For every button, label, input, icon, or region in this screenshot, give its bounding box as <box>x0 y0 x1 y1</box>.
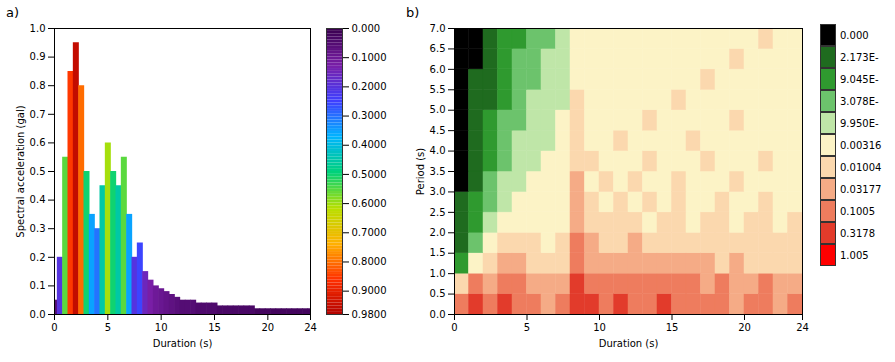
html-text:0.00316: 0.00316 <box>840 139 882 151</box>
html-text:a): a) <box>6 5 19 20</box>
svg-text:0.4: 0.4 <box>30 194 46 205</box>
svg-text:0.0: 0.0 <box>430 309 446 320</box>
svg-text:0.2000: 0.2000 <box>352 81 387 92</box>
svg-text:1.5: 1.5 <box>430 247 446 258</box>
svg-text:0.8000: 0.8000 <box>352 256 387 267</box>
svg-text:24: 24 <box>796 322 809 333</box>
svg-text:0.3000: 0.3000 <box>352 110 387 121</box>
svg-text:5.5: 5.5 <box>430 84 446 95</box>
svg-text:2.5: 2.5 <box>430 207 446 218</box>
svg-text:0.1: 0.1 <box>30 280 46 291</box>
svg-text:15: 15 <box>208 322 221 333</box>
svg-text:Duration (s): Duration (s) <box>599 338 659 349</box>
html-text:9.950E-: 9.950E- <box>840 117 879 129</box>
svg-text:7.0: 7.0 <box>430 23 446 34</box>
html-text:0.1005: 0.1005 <box>840 205 875 217</box>
svg-text:24: 24 <box>304 322 317 333</box>
html-text:2.173E-: 2.173E- <box>840 51 879 63</box>
html-text:3.078E-: 3.078E- <box>840 95 879 107</box>
svg-text:6.5: 6.5 <box>430 43 446 54</box>
svg-text:2.0: 2.0 <box>430 227 446 238</box>
svg-text:0.5: 0.5 <box>30 166 46 177</box>
svg-text:0.5000: 0.5000 <box>352 169 387 180</box>
svg-text:0.2: 0.2 <box>30 252 46 263</box>
svg-text:0.4000: 0.4000 <box>352 139 387 150</box>
svg-text:0.000: 0.000 <box>352 23 381 34</box>
svg-text:0.7: 0.7 <box>30 109 46 120</box>
svg-text:5.0: 5.0 <box>430 104 446 115</box>
html-text:0.03177: 0.03177 <box>840 183 882 195</box>
svg-text:0.0: 0.0 <box>30 309 46 320</box>
html-text:9.045E-: 9.045E- <box>840 73 879 85</box>
svg-text:0.3: 0.3 <box>30 223 46 234</box>
svg-text:1.0: 1.0 <box>430 268 446 279</box>
svg-text:0.1000: 0.1000 <box>352 52 387 63</box>
html-text:b): b) <box>406 5 420 20</box>
html-text:0.000: 0.000 <box>840 29 869 41</box>
svg-text:0.9: 0.9 <box>30 51 46 62</box>
svg-text:10: 10 <box>155 322 168 333</box>
svg-text:4.5: 4.5 <box>430 125 446 136</box>
svg-text:3.5: 3.5 <box>430 166 446 177</box>
svg-text:10: 10 <box>593 322 606 333</box>
svg-text:15: 15 <box>666 322 679 333</box>
svg-text:0.7000: 0.7000 <box>352 227 387 238</box>
html-text:0.3178: 0.3178 <box>840 227 875 239</box>
html-text:0.01004: 0.01004 <box>840 161 882 173</box>
svg-text:Duration (s): Duration (s) <box>153 338 213 349</box>
svg-text:0.5: 0.5 <box>430 288 446 299</box>
svg-text:5: 5 <box>524 322 530 333</box>
svg-text:5: 5 <box>105 322 111 333</box>
svg-text:3.0: 3.0 <box>430 186 446 197</box>
svg-text:1.0: 1.0 <box>30 23 46 34</box>
svg-text:0: 0 <box>451 322 457 333</box>
svg-text:0.9800: 0.9800 <box>352 309 387 320</box>
svg-text:Spectral acceleration (gal): Spectral acceleration (gal) <box>15 105 26 237</box>
svg-text:0.8: 0.8 <box>30 80 46 91</box>
svg-text:20: 20 <box>738 322 751 333</box>
svg-text:20: 20 <box>261 322 274 333</box>
html-text:1.005: 1.005 <box>840 249 869 261</box>
svg-text:0.9000: 0.9000 <box>352 285 387 296</box>
svg-text:0.6000: 0.6000 <box>352 198 387 209</box>
svg-text:0: 0 <box>51 322 57 333</box>
svg-text:6.0: 6.0 <box>430 64 446 75</box>
svg-text:0.6: 0.6 <box>30 137 46 148</box>
svg-text:4.0: 4.0 <box>430 145 446 156</box>
svg-text:Period (s): Period (s) <box>415 148 426 195</box>
